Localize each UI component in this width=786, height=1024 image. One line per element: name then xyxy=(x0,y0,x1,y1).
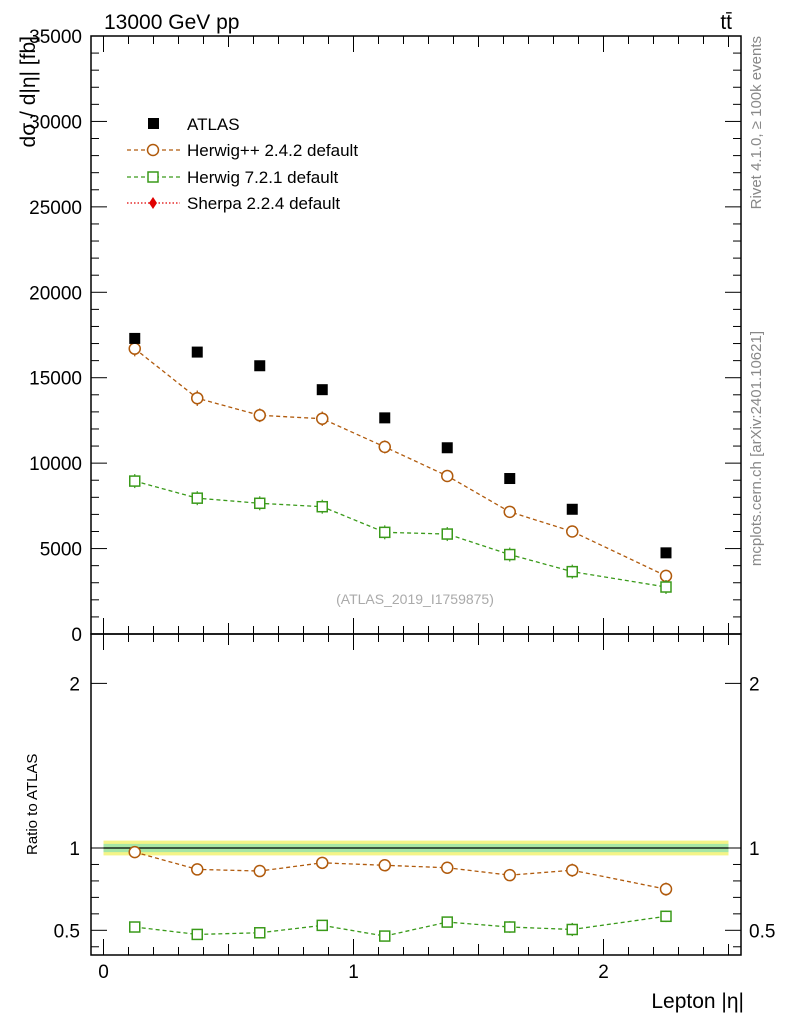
main-ticks xyxy=(91,35,741,635)
herwig7-point xyxy=(191,492,203,504)
main-panel: 0 5000 10000 15000 20000 25000 30000 35000 dσ /… xyxy=(17,27,742,646)
herwigpp-point xyxy=(378,440,391,454)
atlas-point xyxy=(191,346,203,358)
herwig7-point xyxy=(441,528,453,540)
ratio-ytick-label-right: 0.5 xyxy=(749,921,775,942)
herwig7-point xyxy=(566,565,578,578)
ratio-ytick-labels: 0.5 0.5 1 1 2 2 xyxy=(54,674,776,942)
ratio-xtick-label: 0 xyxy=(98,962,109,983)
legend-marker-sherpa xyxy=(149,197,157,209)
main-ytick-label: 15000 xyxy=(29,369,82,390)
legend-label-sherpa: Sherpa 2.2.4 default xyxy=(187,194,340,213)
ratio-herwigpp-point xyxy=(128,845,141,859)
ratio-y-axis-label: Ratio to ATLAS xyxy=(24,754,41,855)
main-ytick-label: 0 xyxy=(71,625,82,646)
atlas-point xyxy=(504,473,516,485)
ratio-herwig7-point xyxy=(379,930,391,942)
legend-marker-herwigpp xyxy=(146,143,160,157)
main-ytick-labels: 0 5000 10000 15000 20000 25000 30000 35000 xyxy=(29,27,82,646)
ratio-xtick-label: 2 xyxy=(598,962,609,983)
herwigpp-point xyxy=(441,469,454,483)
ratio-herwig7-point xyxy=(129,921,141,933)
main-y-axis-label: dσ / d|η| [fb] xyxy=(17,36,40,147)
legend-marker-atlas xyxy=(148,118,159,129)
ratio-xtick-labels: 0 1 2 xyxy=(98,962,609,983)
legend-label-herwigpp: Herwig++ 2.4.2 default xyxy=(187,141,358,160)
herwigpp-point xyxy=(128,342,141,355)
herwig7-point xyxy=(316,500,328,513)
main-series xyxy=(128,332,673,595)
atlas-point xyxy=(379,412,391,424)
ratio-herwig7-point xyxy=(254,927,266,939)
ratio-ytick-label-right: 2 xyxy=(749,674,760,695)
main-ytick-label: 10000 xyxy=(29,454,82,475)
ratio-herwig7-point xyxy=(660,910,672,923)
energy-label: 13000 GeV pp xyxy=(104,11,239,34)
x-axis-label: Lepton |η| xyxy=(651,990,744,1013)
ratio-herwig7-point xyxy=(566,923,578,936)
ratio-frame xyxy=(90,633,742,956)
legend: ATLAS Herwig++ 2.4.2 default Herwig 7.2.… xyxy=(127,115,358,213)
herwigpp-point xyxy=(316,412,329,425)
legend-marker-herwig7 xyxy=(147,171,159,183)
ratio-xtick-label: 1 xyxy=(348,962,359,983)
herwig7-line xyxy=(134,480,667,588)
main-ytick-label: 5000 xyxy=(40,540,82,561)
ratio-herwigpp-point xyxy=(503,868,516,882)
ratio-herwigpp-point xyxy=(659,882,673,896)
legend-label-herwig7: Herwig 7.2.1 default xyxy=(187,168,338,187)
atlas-point xyxy=(129,332,141,344)
ratio-herwig7-line xyxy=(134,915,667,937)
ratio-herwigpp-point xyxy=(253,864,266,878)
atlas-point xyxy=(254,360,266,372)
herwig7-point xyxy=(129,475,141,487)
rivet-version-label: Rivet 4.1.0, ≥ 100k events xyxy=(748,36,765,209)
herwigpp-point xyxy=(566,525,579,538)
atlas-point xyxy=(316,384,328,396)
herwigpp-point xyxy=(659,569,673,583)
ratio-herwigpp-point xyxy=(566,863,579,877)
herwigpp-point xyxy=(253,409,266,422)
ratio-series xyxy=(128,845,673,942)
mcplots-label: mcplots.cern.ch [arXiv:2401.10621] xyxy=(748,331,765,566)
main-ytick-label: 35000 xyxy=(29,27,82,48)
ratio-herwig7-point xyxy=(504,921,516,933)
legend-label-atlas: ATLAS xyxy=(187,115,240,134)
ratio-ytick-label-left: 1 xyxy=(69,839,80,860)
herwig7-point xyxy=(254,497,266,510)
ratio-herwigpp-point xyxy=(316,856,329,870)
main-ytick-label: 25000 xyxy=(29,198,82,219)
herwig7-point xyxy=(504,548,516,561)
herwig7-point xyxy=(379,526,391,539)
ratio-ytick-label-right: 1 xyxy=(749,839,760,860)
ratio-ytick-label-left: 0.5 xyxy=(54,921,80,942)
atlas-point xyxy=(566,503,578,515)
ratio-herwigpp-line xyxy=(134,851,667,890)
watermark-label: (ATLAS_2019_I1759875) xyxy=(336,591,494,607)
atlas-point xyxy=(441,442,453,454)
ratio-panel: 0.5 0.5 1 1 2 2 0 1 2 Ratio to ATLAS Lepton |η| xyxy=(24,633,776,1013)
herwigpp-line xyxy=(134,348,667,577)
ratio-herwig7-point xyxy=(316,919,328,932)
ratio-ticks xyxy=(91,634,741,955)
atlas-point xyxy=(660,547,672,559)
ratio-herwigpp-point xyxy=(191,863,204,876)
process-label: tt̄ xyxy=(720,11,732,34)
ratio-ytick-label-left: 2 xyxy=(69,674,80,695)
ratio-herwig7-point xyxy=(191,928,203,941)
main-ytick-label: 20000 xyxy=(29,283,82,304)
ratio-herwig7-point xyxy=(441,916,453,928)
ratio-herwigpp-point xyxy=(441,861,454,875)
herwigpp-point xyxy=(191,391,204,405)
herwigpp-point xyxy=(503,505,516,519)
ratio-herwigpp-point xyxy=(378,859,391,872)
herwig7-point xyxy=(660,581,672,593)
main-ytick-label: 30000 xyxy=(29,112,82,133)
